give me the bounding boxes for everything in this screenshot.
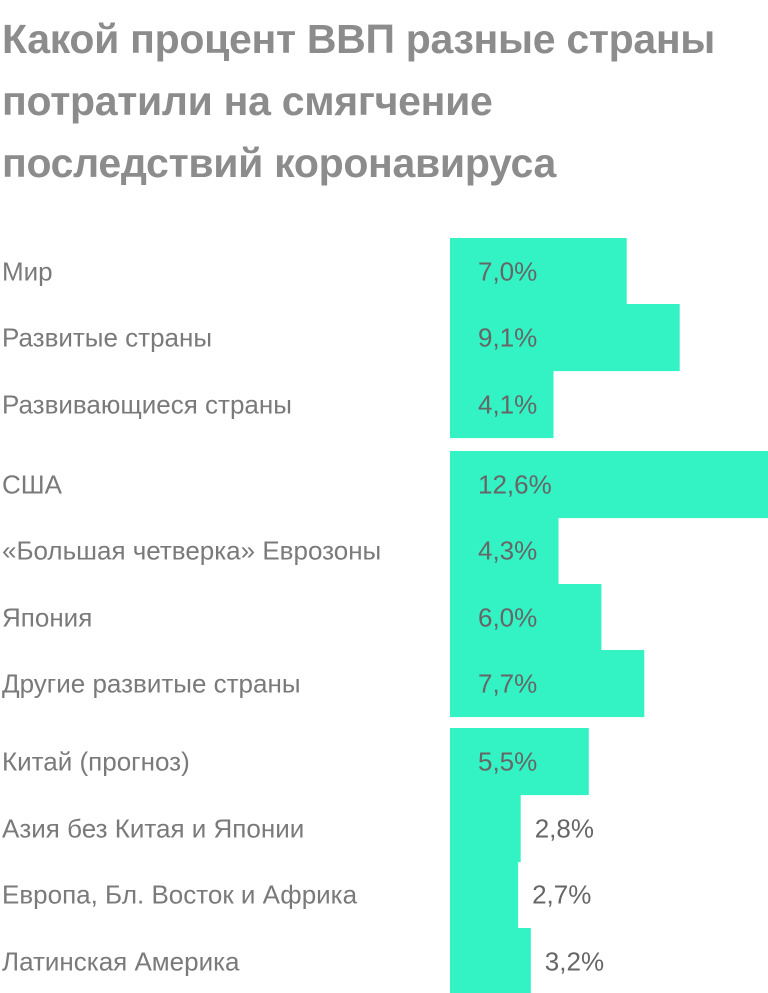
- value-label: 3,2%: [545, 946, 604, 976]
- value-label: 7,0%: [478, 256, 537, 286]
- category-label: Развитые страны: [2, 322, 212, 352]
- bar: [450, 371, 554, 439]
- bar: [450, 517, 559, 585]
- bar: [450, 728, 589, 796]
- chart-title: Какой процент ВВП разные страны потратил…: [2, 16, 716, 186]
- bar: [450, 861, 519, 929]
- value-label: 7,7%: [478, 668, 537, 698]
- category-label: Развивающиеся страны: [2, 389, 292, 419]
- category-label: «Большая четверка» Еврозоны: [2, 535, 381, 565]
- category-label: Латинская Америка: [2, 946, 240, 976]
- bar: [450, 650, 645, 718]
- bar: [450, 584, 602, 652]
- value-label: 2,7%: [532, 879, 591, 909]
- category-label: Мир: [2, 256, 53, 286]
- category-label: Европа, Бл. Восток и Африка: [2, 879, 358, 909]
- value-label: 4,1%: [478, 389, 537, 419]
- bar: [450, 795, 521, 863]
- value-label: 12,6%: [478, 469, 552, 499]
- bar: [450, 304, 680, 372]
- value-label: 9,1%: [478, 322, 537, 352]
- category-label: США: [2, 469, 63, 499]
- bar: [450, 238, 627, 306]
- category-label: Другие развитые страны: [2, 668, 301, 698]
- value-label: 5,5%: [478, 746, 537, 776]
- value-label: 4,3%: [478, 535, 537, 565]
- category-label: Китай (прогноз): [2, 746, 190, 776]
- category-label: Азия без Китая и Японии: [2, 813, 304, 843]
- value-label: 6,0%: [478, 602, 537, 632]
- bar: [450, 451, 768, 519]
- category-label: Япония: [2, 602, 92, 632]
- value-label: 2,8%: [535, 813, 594, 843]
- bar: [450, 928, 531, 993]
